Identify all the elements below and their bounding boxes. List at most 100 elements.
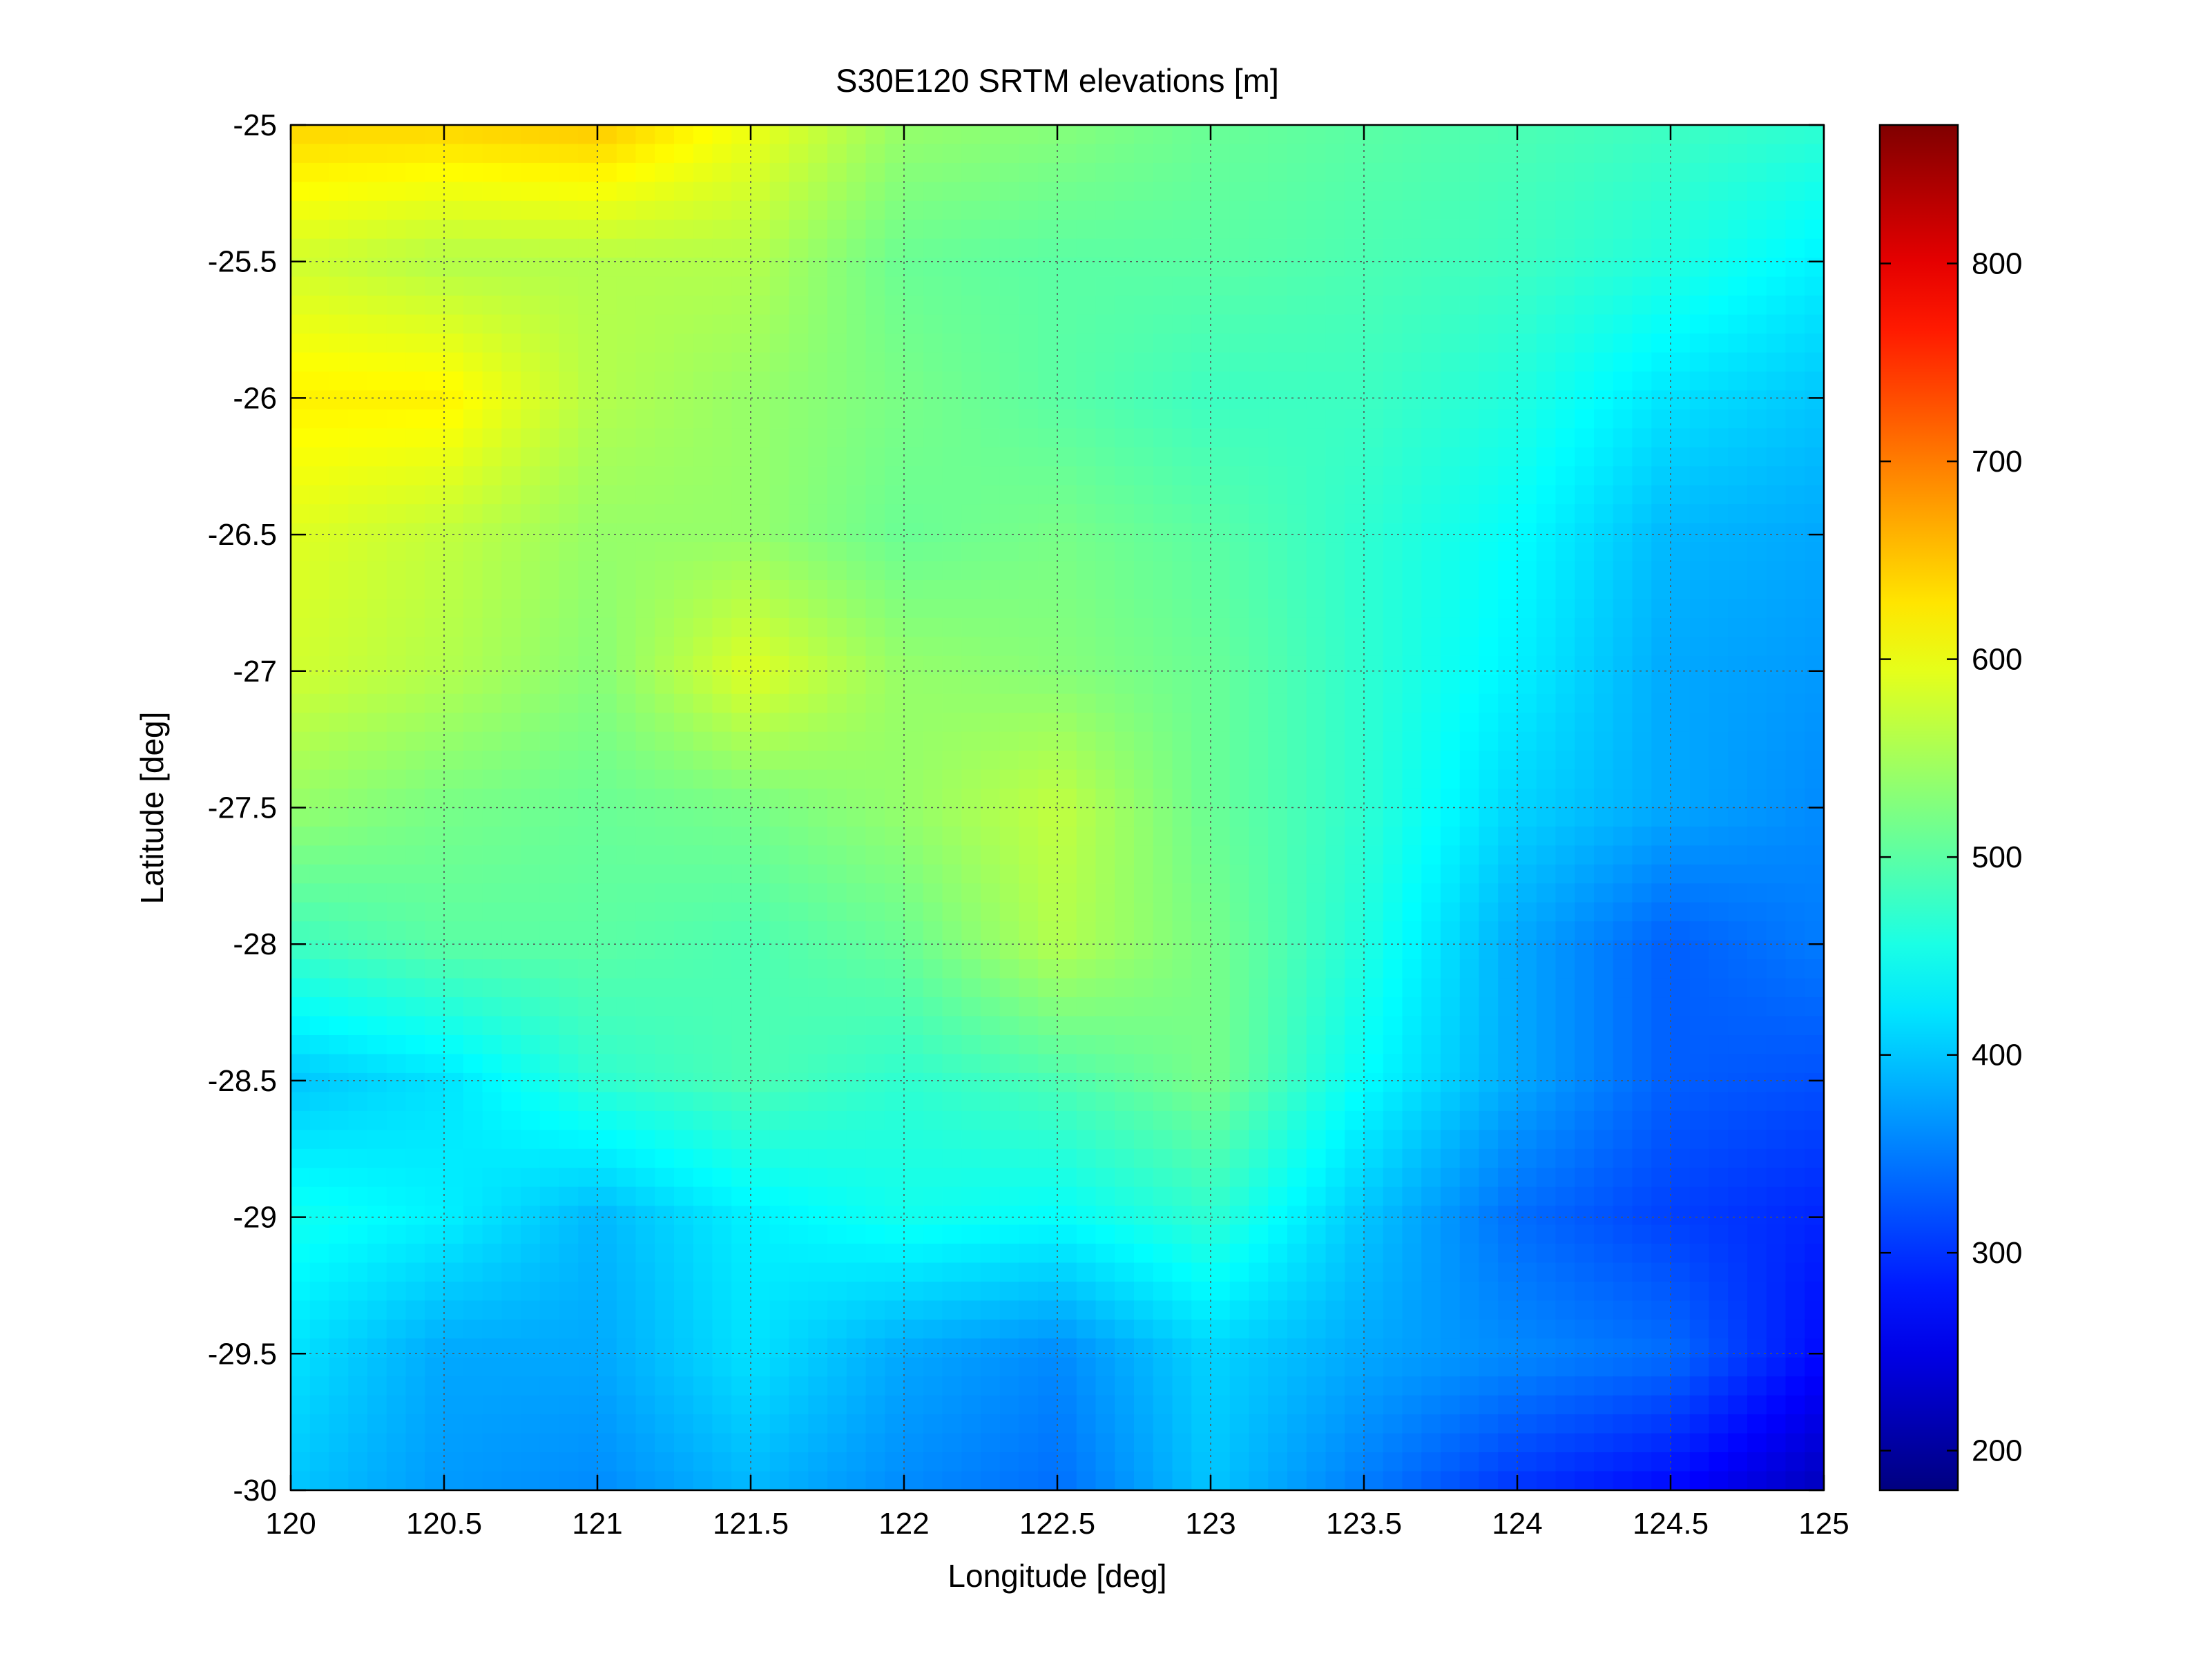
heatmap-cell (1134, 637, 1154, 657)
heatmap-cell (1671, 675, 1691, 695)
heatmap-cell (1076, 428, 1097, 448)
heatmap-cell (1325, 1262, 1346, 1282)
heatmap-cell (674, 1035, 694, 1055)
heatmap-cell (674, 826, 694, 847)
heatmap-cell (846, 789, 867, 809)
heatmap-cell (635, 561, 656, 581)
heatmap-cell (1345, 1072, 1365, 1093)
heatmap-cell (635, 447, 656, 467)
heatmap-cell (1095, 1186, 1116, 1206)
heatmap-cell (1364, 371, 1384, 392)
heatmap-cell (616, 789, 637, 809)
heatmap-cell (444, 1054, 464, 1074)
heatmap-cell (1402, 1054, 1423, 1074)
heatmap-cell (386, 845, 407, 865)
heatmap-cell (769, 826, 790, 847)
heatmap-cell (846, 1092, 867, 1112)
heatmap-cell (827, 1035, 847, 1055)
heatmap-cell (386, 1244, 407, 1264)
heatmap-cell (386, 1224, 407, 1244)
heatmap-cell (1364, 978, 1384, 998)
heatmap-cell (1479, 125, 1499, 145)
heatmap-cell (846, 144, 867, 164)
heatmap-cell (463, 1168, 483, 1188)
heatmap-cell (1709, 296, 1729, 316)
heatmap-cell (501, 751, 521, 771)
heatmap-cell (1479, 144, 1499, 164)
heatmap-cell (635, 1300, 656, 1320)
heatmap-cell (1306, 390, 1327, 410)
heatmap-cell (291, 978, 311, 998)
heatmap-cell (1402, 978, 1423, 998)
heatmap-cell (559, 390, 579, 410)
heatmap-cell (1229, 675, 1250, 695)
heatmap-cell (348, 1092, 368, 1112)
heatmap-cell (885, 1110, 905, 1131)
heatmap-cell (1536, 1092, 1557, 1112)
heatmap-cell (1498, 751, 1518, 771)
heatmap-cell (309, 1206, 330, 1226)
heatmap-cell (1594, 1110, 1614, 1131)
heatmap-cell (1498, 314, 1518, 334)
heatmap-cell (712, 845, 733, 865)
heatmap-cell (1536, 428, 1557, 448)
heatmap-cell (999, 125, 1020, 145)
heatmap-cell (1728, 1244, 1748, 1264)
heatmap-cell (1479, 789, 1499, 809)
heatmap-cell (808, 125, 828, 145)
heatmap-cell (1671, 561, 1691, 581)
heatmap-cell (885, 466, 905, 486)
heatmap-cell (1709, 542, 1729, 562)
heatmap-cell (1479, 314, 1499, 334)
heatmap-cell (1479, 902, 1499, 923)
heatmap-cell (693, 561, 713, 581)
heatmap-cell (1057, 1281, 1077, 1302)
heatmap-cell (712, 1262, 733, 1282)
heatmap-cell (1076, 807, 1097, 827)
heatmap-cell (1249, 997, 1269, 1017)
heatmap-cell (1076, 371, 1097, 392)
heatmap-cell (846, 276, 867, 296)
heatmap-cell (1345, 997, 1365, 1017)
heatmap-cell (1115, 1262, 1135, 1282)
heatmap-cell (1728, 769, 1748, 789)
heatmap-cell (444, 883, 464, 903)
heatmap-cell (329, 1168, 349, 1188)
heatmap-cell (1805, 1035, 1824, 1055)
heatmap-cell (693, 162, 713, 183)
heatmap-cell (1268, 1130, 1288, 1150)
heatmap-cell (865, 238, 886, 259)
heatmap-cell (309, 428, 330, 448)
heatmap-cell (425, 1016, 445, 1036)
heatmap-cell (1671, 504, 1691, 524)
heatmap-cell (1057, 807, 1077, 827)
heatmap-cell (1306, 1130, 1327, 1150)
heatmap-cell (329, 1186, 349, 1206)
heatmap-cell (1038, 599, 1058, 619)
heatmap-cell (1441, 1016, 1461, 1036)
heatmap-cell (999, 675, 1020, 695)
heatmap-cell (1728, 1186, 1748, 1206)
heatmap-cell (578, 921, 598, 941)
heatmap-cell (981, 864, 1001, 885)
heatmap-cell (1671, 314, 1691, 334)
heatmap-cell (463, 751, 483, 771)
heatmap-cell (1076, 125, 1097, 145)
heatmap-cell (1402, 238, 1423, 259)
heatmap-cell (731, 655, 751, 676)
heatmap-cell (1805, 390, 1824, 410)
heatmap-cell (1325, 599, 1346, 619)
heatmap-cell (885, 561, 905, 581)
heatmap-cell (1536, 599, 1557, 619)
heatmap-cell (521, 1300, 541, 1320)
heatmap-cell (923, 1206, 943, 1226)
heatmap-cell (789, 504, 809, 524)
heatmap-cell (789, 125, 809, 145)
heatmap-cell (1402, 1130, 1423, 1150)
heatmap-cell (405, 276, 426, 296)
heatmap-cell (348, 485, 368, 505)
heatmap-cell (463, 352, 483, 372)
heatmap-cell (1268, 826, 1288, 847)
heatmap-cell (999, 769, 1020, 789)
heatmap-cell (386, 807, 407, 827)
